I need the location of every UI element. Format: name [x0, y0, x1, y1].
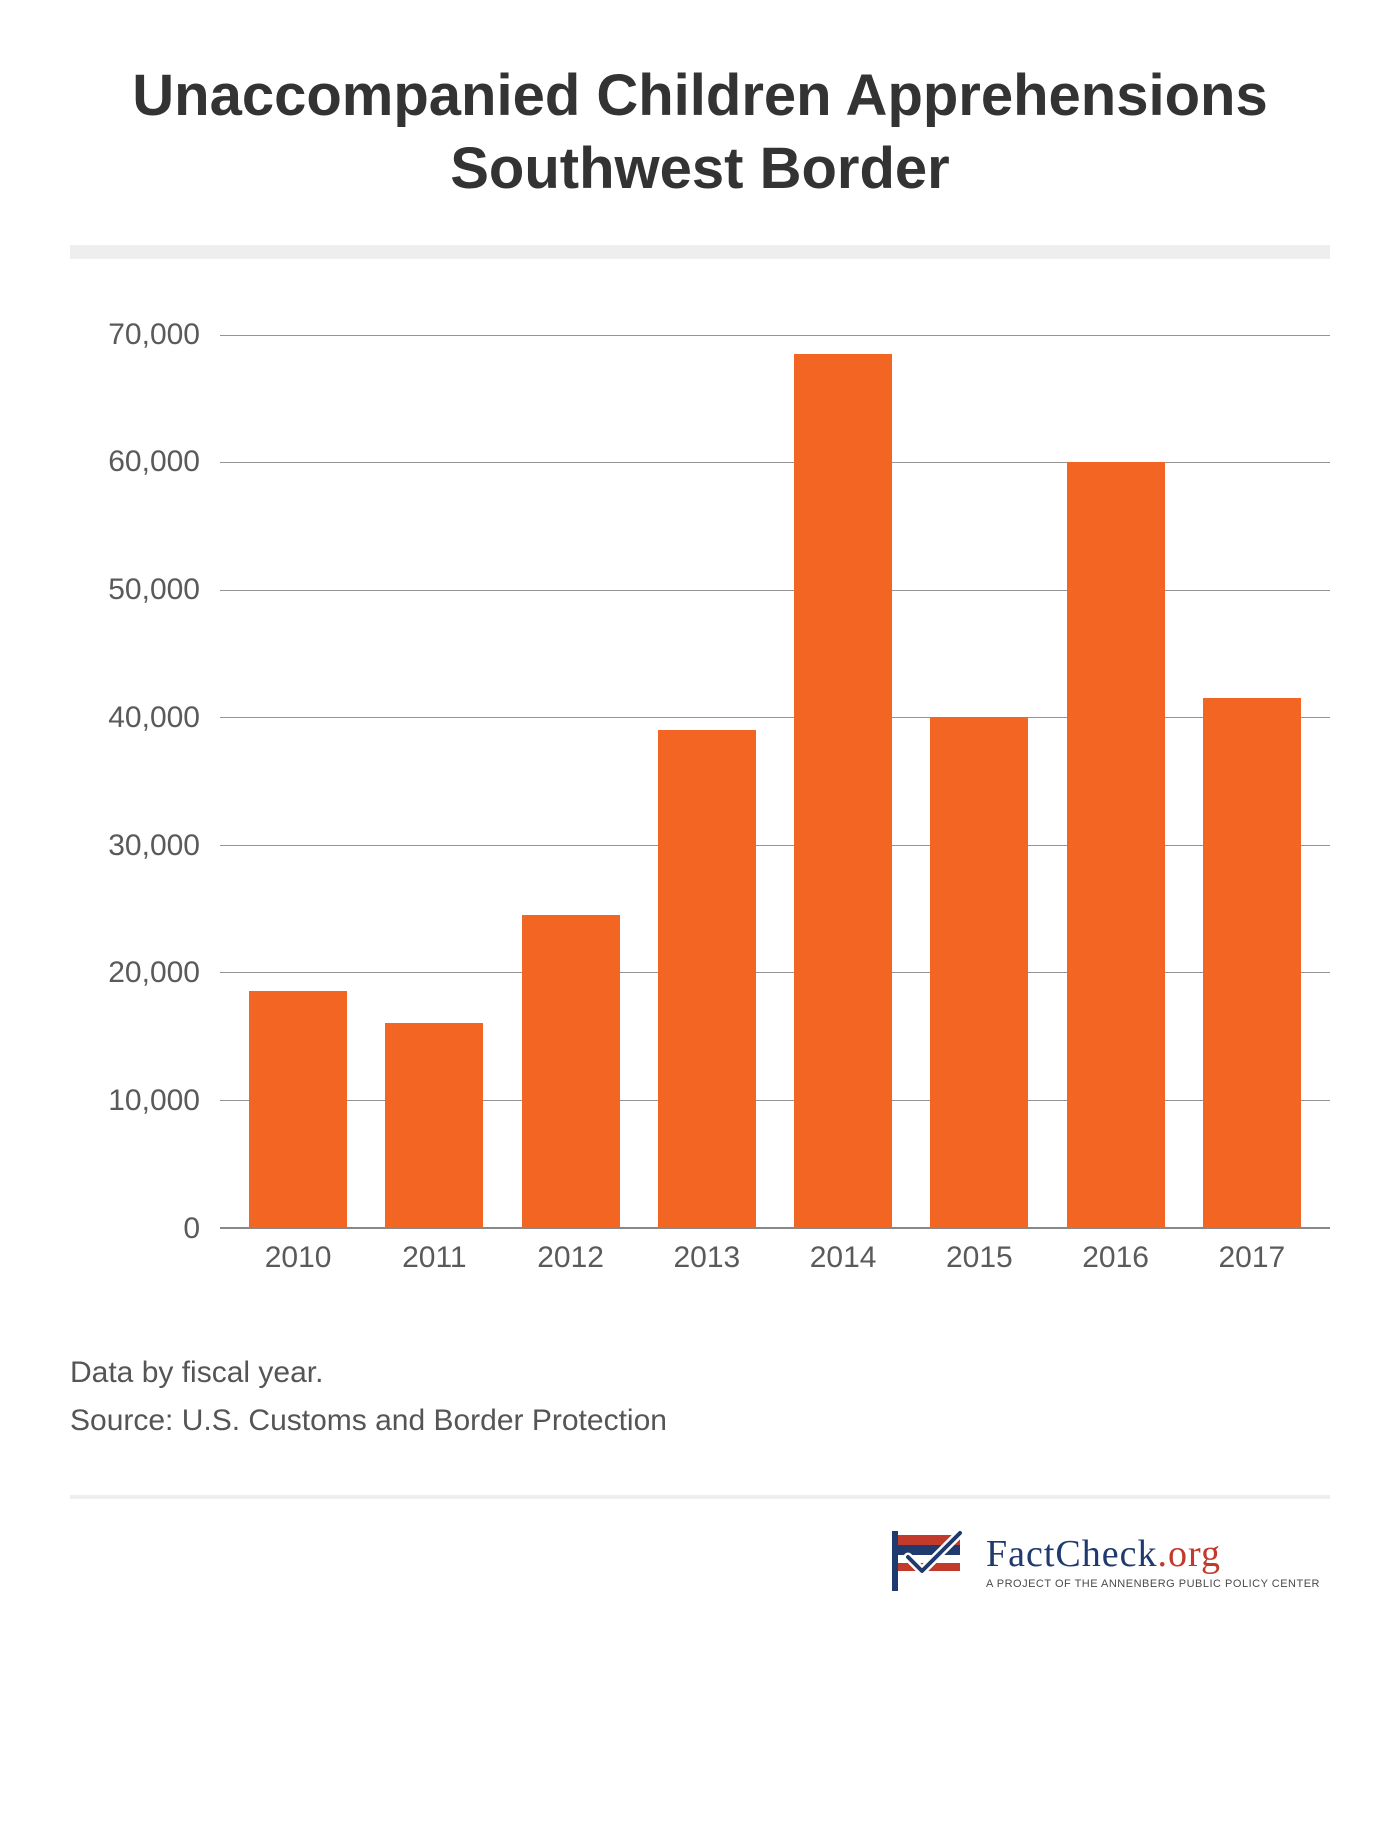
bar-slot: [911, 309, 1047, 1227]
chart-title: Unaccompanied Children Apprehensions Sou…: [70, 60, 1330, 205]
bar: [385, 1023, 483, 1227]
brand-name: FactCheck.org: [986, 1532, 1320, 1576]
brand-org: .org: [1157, 1533, 1220, 1575]
bar-slot: [366, 309, 502, 1227]
plot-area: [220, 309, 1330, 1229]
brand-check: Check: [1055, 1533, 1157, 1575]
footnote-line1: Data by fiscal year.: [70, 1349, 1330, 1397]
bar-slot: [503, 309, 639, 1227]
x-tick-label: 2012: [503, 1229, 639, 1269]
logo-text: FactCheck.org A Project of the Annenberg…: [986, 1532, 1320, 1590]
footnotes: Data by fiscal year. Source: U.S. Custom…: [70, 1349, 1330, 1445]
x-tick-label: 2013: [639, 1229, 775, 1269]
bar-chart: 0 10,000 20,000 30,000 40,000 50,000 60,000 70,…: [70, 309, 1330, 1269]
footer: FactCheck.org A Project of the Annenberg…: [70, 1529, 1330, 1603]
x-tick-label: 2017: [1184, 1229, 1320, 1269]
bar: [930, 717, 1028, 1227]
y-tick-label: 30,000: [108, 829, 200, 863]
y-tick-label: 10,000: [108, 1084, 200, 1118]
x-axis: 20102011201220132014201520162017: [220, 1229, 1330, 1269]
title-divider: [70, 245, 1330, 259]
y-tick-label: 70,000: [108, 318, 200, 352]
checkmark-flag-icon: [888, 1529, 972, 1593]
bar-slot: [1184, 309, 1320, 1227]
x-tick-label: 2016: [1048, 1229, 1184, 1269]
brand-tagline: A Project of the Annenberg Public Policy…: [986, 1578, 1320, 1590]
x-tick-label: 2015: [911, 1229, 1047, 1269]
bars-container: [220, 309, 1330, 1227]
bar-slot: [639, 309, 775, 1227]
bar: [522, 915, 620, 1227]
bar: [249, 991, 347, 1227]
bar-slot: [1048, 309, 1184, 1227]
bar: [658, 730, 756, 1227]
x-tick-label: 2011: [366, 1229, 502, 1269]
y-tick-label: 20,000: [108, 956, 200, 990]
y-tick-label: 60,000: [108, 445, 200, 479]
factcheck-logo: FactCheck.org A Project of the Annenberg…: [888, 1529, 1320, 1593]
y-tick-label: 50,000: [108, 573, 200, 607]
y-axis: 010,00020,00030,00040,00050,00060,00070,…: [70, 309, 210, 1229]
y-tick-label: 40,000: [108, 701, 200, 735]
bar: [1067, 462, 1165, 1227]
brand-fact: Fact: [986, 1533, 1055, 1575]
chart-title-line1: Unaccompanied Children Apprehensions: [70, 60, 1330, 133]
x-tick-label: 2014: [775, 1229, 911, 1269]
y-tick-label: 0: [183, 1212, 200, 1246]
chart-title-line2: Southwest Border: [70, 133, 1330, 206]
x-tick-label: 2010: [230, 1229, 366, 1269]
bar: [794, 354, 892, 1227]
footnote-line2: Source: U.S. Customs and Border Protecti…: [70, 1397, 1330, 1445]
bar: [1203, 698, 1301, 1227]
bar-slot: [775, 309, 911, 1227]
bar-slot: [230, 309, 366, 1227]
footer-divider: [70, 1495, 1330, 1499]
